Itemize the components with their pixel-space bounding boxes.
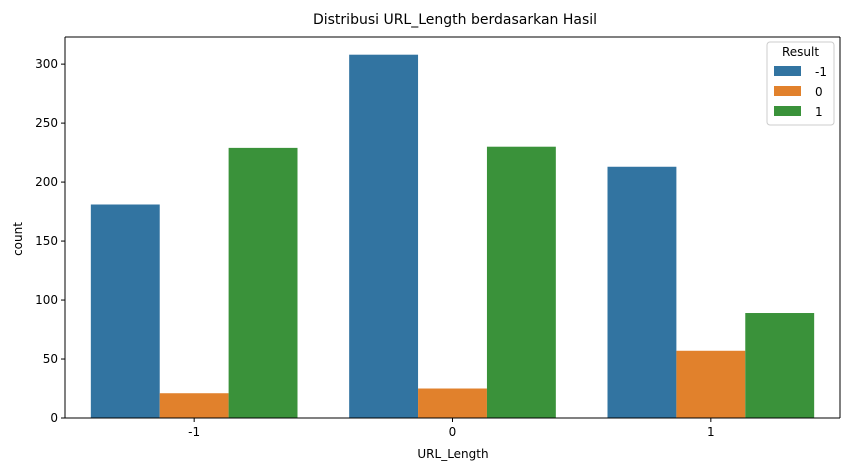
bar [349, 54, 419, 419]
legend-label: 1 [815, 105, 823, 119]
bar [418, 388, 487, 418]
bar [90, 204, 160, 418]
y-axis-label: count [11, 222, 25, 256]
y-tick-label: 250 [35, 116, 58, 130]
bar [607, 166, 677, 418]
legend-swatch [774, 66, 801, 76]
legend: Result -1 0 1 [766, 41, 835, 126]
legend-title: Result [782, 45, 819, 59]
y-tick-label: 300 [35, 57, 58, 71]
y-tick-label: 0 [50, 411, 58, 425]
y-tick-label: 200 [35, 175, 58, 189]
y-tick-label: 100 [35, 293, 58, 307]
x-tick-label: -1 [188, 425, 200, 439]
chart-title: Distribusi URL_Length berdasarkan Hasil [313, 12, 597, 28]
x-tick-label: 0 [449, 425, 457, 439]
bar [745, 313, 815, 418]
x-axis-label: URL_Length [417, 447, 488, 461]
legend-swatch [774, 86, 801, 96]
legend-swatch [774, 106, 801, 116]
bar [228, 147, 298, 418]
legend-label: 0 [815, 85, 823, 99]
legend-box [766, 41, 835, 126]
bar [486, 146, 556, 418]
axes-group: 0 50 100 150 200 250 300 -1 0 1 [35, 36, 841, 439]
x-tick-label: 1 [707, 425, 715, 439]
legend-label: -1 [815, 65, 827, 79]
bar [676, 350, 746, 418]
y-tick-label: 150 [35, 234, 58, 248]
y-tick-label: 50 [43, 352, 58, 366]
bars-group [90, 54, 815, 419]
bar [159, 393, 229, 418]
